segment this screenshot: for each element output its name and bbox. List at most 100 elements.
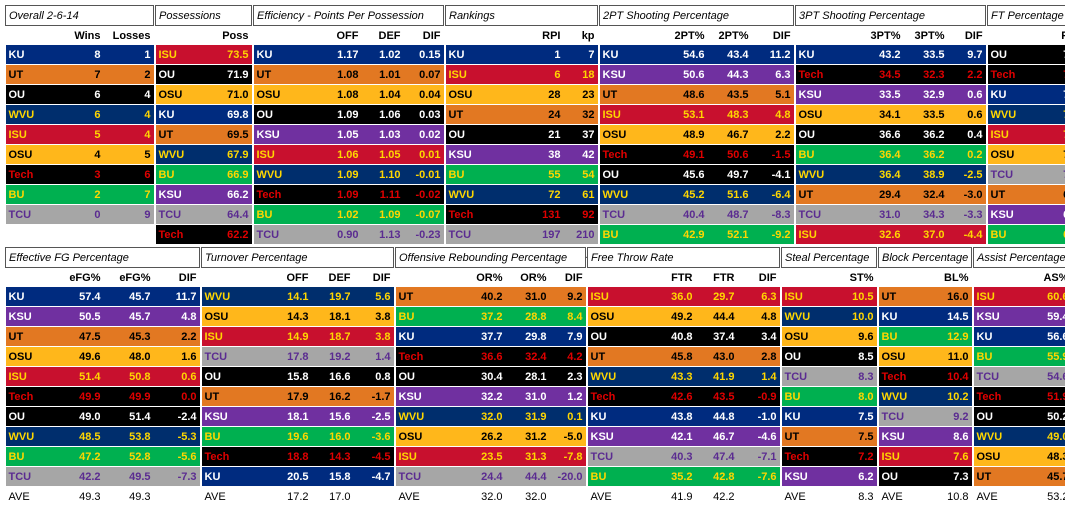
- stat-value: -7.3: [154, 467, 200, 487]
- team-name: TCU: [446, 225, 498, 245]
- team-name: ISU: [879, 447, 931, 467]
- stat-value: 41.9: [696, 367, 738, 387]
- column-header: RPI: [498, 26, 564, 46]
- average-value: 8.3: [834, 487, 877, 506]
- stat-value: 17.8: [254, 347, 312, 367]
- stat-value: 131: [498, 205, 564, 225]
- stat-value: 8.0: [834, 387, 877, 407]
- stat-value: 49.1: [652, 145, 708, 165]
- column-header: DIF: [738, 268, 780, 288]
- stat-value: -2.5: [354, 407, 394, 427]
- column-header: FTR: [696, 268, 738, 288]
- average-value: 49.3: [104, 487, 154, 506]
- stat-value: 1.09: [306, 105, 362, 125]
- team-name: WVU: [782, 307, 834, 327]
- stat-value: 54.6: [1026, 367, 1065, 387]
- average-row: [6, 225, 154, 245]
- stat-value: 32.0: [448, 407, 506, 427]
- column-header: DIF: [550, 268, 586, 288]
- stat-value: 40.3: [640, 447, 696, 467]
- stat-value: -0.01: [404, 165, 444, 185]
- stat-value: -3.3: [948, 205, 986, 225]
- team-name: WVU: [396, 407, 448, 427]
- stat-value: 10.2: [931, 387, 972, 407]
- column-header: [446, 26, 498, 46]
- stat-value: 12.9: [931, 327, 972, 347]
- team-name: ISU: [988, 125, 1040, 145]
- stat-value: 45.7: [1026, 467, 1065, 487]
- team-name: ISU: [600, 105, 652, 125]
- stat-value: 26.2: [448, 427, 506, 447]
- stat-value: 56.6: [1026, 327, 1065, 347]
- stat-value: 9.2: [550, 287, 586, 307]
- team-name: KU: [156, 105, 208, 125]
- stat-value: 7.5: [834, 407, 877, 427]
- team-name: OSU: [988, 145, 1040, 165]
- average-value: [738, 487, 780, 506]
- stat-value: 43.0: [696, 347, 738, 367]
- stat-value: 17.9: [254, 387, 312, 407]
- column-header: BL%: [931, 268, 972, 288]
- stat-value: -5.3: [154, 427, 200, 447]
- stat-value: 9.6: [834, 327, 877, 347]
- team-name: OU: [782, 347, 834, 367]
- team-name: TCU: [796, 205, 848, 225]
- stat-value: 33.5: [904, 45, 948, 65]
- team-name: OSU: [202, 307, 254, 327]
- stat-value: 0.03: [404, 105, 444, 125]
- stat-value: 49.0: [1026, 427, 1065, 447]
- stat-value: 9.7: [948, 45, 986, 65]
- average-label: AVE: [974, 487, 1026, 506]
- team-name: OSU: [796, 105, 848, 125]
- stat-value: 67.9: [208, 145, 252, 165]
- stat-value: 50.6: [708, 145, 752, 165]
- team-name: UT: [796, 185, 848, 205]
- table-title: Assist Percentage: [974, 248, 1065, 268]
- stat-value: 1.06: [306, 145, 362, 165]
- stat-value: 49.2: [640, 307, 696, 327]
- stat-value: 8: [58, 45, 104, 65]
- stat-value: 8.6: [931, 427, 972, 447]
- stat-value: 1.10: [362, 165, 404, 185]
- team-name: BU: [446, 165, 498, 185]
- stat-value: 9.2: [931, 407, 972, 427]
- stat-value: -0.23: [404, 225, 444, 245]
- average-value: [354, 487, 394, 506]
- team-name: BU: [156, 165, 208, 185]
- team-name: KSU: [988, 205, 1040, 225]
- stat-value: -20.0: [550, 467, 586, 487]
- stat-value: 69.5: [1040, 185, 1065, 205]
- stat-value: -0.9: [738, 387, 780, 407]
- stat-value: -6.4: [752, 185, 794, 205]
- team-name: KSU: [588, 427, 640, 447]
- stat-value: -7.8: [550, 447, 586, 467]
- stat-value: 0: [58, 205, 104, 225]
- team-name: WVU: [600, 185, 652, 205]
- team-name: TCU: [988, 165, 1040, 185]
- stat-value: -8.3: [752, 205, 794, 225]
- average-value: [550, 487, 586, 506]
- stat-value: 18.7: [312, 327, 354, 347]
- team-name: KSU: [600, 65, 652, 85]
- column-header: DIF: [354, 268, 394, 288]
- team-name: OSU: [600, 125, 652, 145]
